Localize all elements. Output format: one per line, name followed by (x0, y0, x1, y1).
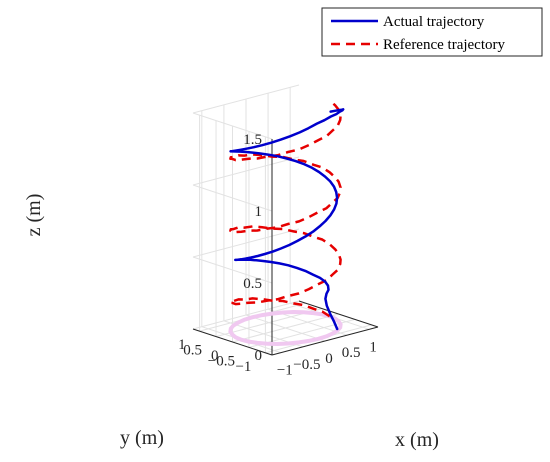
back-wall-grid-line (192, 228, 300, 258)
y-axis-line (298, 300, 379, 328)
y-axis-back-line (192, 328, 273, 356)
x-tick-label: 0.5 (342, 345, 361, 361)
x-tick-label: 1 (369, 339, 377, 355)
back-wall-grid-line (192, 156, 300, 186)
legend-label-reference: Reference trajectory (383, 37, 505, 53)
z-tick-label: 1.5 (243, 132, 262, 148)
y-tick-label: 0.5 (183, 343, 202, 359)
x-tick-label: 0 (325, 351, 333, 367)
back-wall-grid-line (192, 300, 300, 330)
side-wall-grid-line (192, 184, 273, 212)
legend-box (321, 7, 543, 57)
reference-trajectory-line (229, 99, 342, 318)
actual-trajectory-line (229, 108, 345, 331)
y-tick-label: 1 (178, 337, 186, 353)
x-tick-label: −1 (277, 363, 293, 379)
z-tick-label: 1 (255, 204, 263, 220)
axes-grid (192, 84, 379, 356)
y-tick-label: −1 (235, 359, 251, 375)
side-wall-grid-line (192, 112, 273, 140)
x-tick-label: −0.5 (293, 357, 320, 373)
y-tick-label: 0 (211, 348, 219, 364)
z-tick-label: 0.5 (243, 276, 262, 292)
y-tick-label: −0.5 (208, 353, 235, 369)
floor-grid-line (232, 313, 339, 343)
side-wall-grid-line (192, 256, 273, 284)
trajectory-series (229, 99, 345, 331)
legend-label-actual: Actual trajectory (383, 14, 485, 30)
z-tick-label: 0 (255, 348, 263, 364)
y-axis-label: y (m) (120, 427, 164, 449)
ground-projections (228, 309, 343, 347)
x-axis-line (271, 326, 379, 356)
ground-projection-1 (228, 309, 343, 347)
x-axis-label: x (m) (395, 429, 439, 451)
z-axis-label: z (m) (23, 194, 45, 237)
back-wall-grid-line (192, 84, 300, 114)
legend: Actual trajectory Reference trajectory (321, 7, 543, 57)
